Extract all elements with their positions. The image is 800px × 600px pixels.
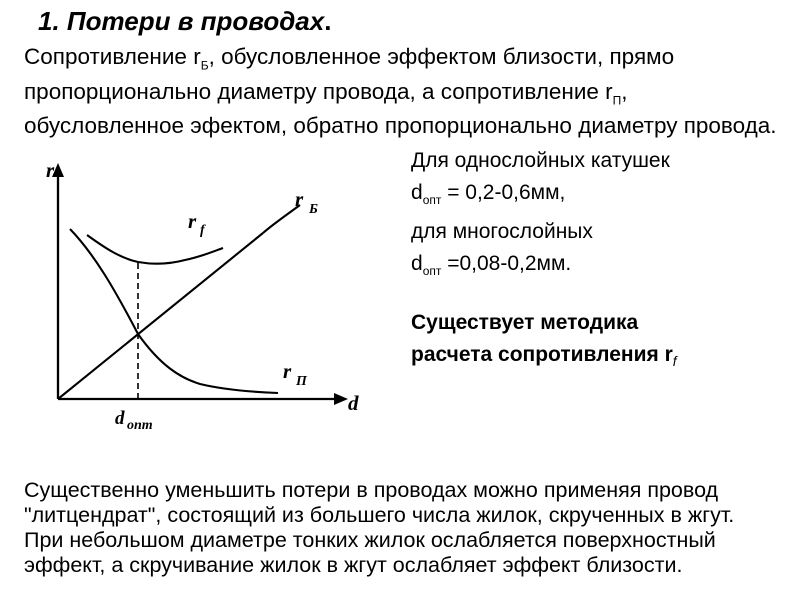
svg-text:Б: Б: [308, 202, 318, 217]
svg-text:d: d: [348, 391, 359, 415]
svg-text:d: d: [115, 408, 125, 429]
svg-text:f: f: [200, 223, 206, 238]
svg-text:П: П: [295, 374, 308, 389]
svg-text:опт: опт: [127, 418, 153, 433]
svg-text:r: r: [283, 359, 292, 383]
svg-text:r: r: [188, 209, 197, 233]
svg-text:r: r: [46, 158, 55, 182]
svg-text:r: r: [295, 187, 304, 211]
